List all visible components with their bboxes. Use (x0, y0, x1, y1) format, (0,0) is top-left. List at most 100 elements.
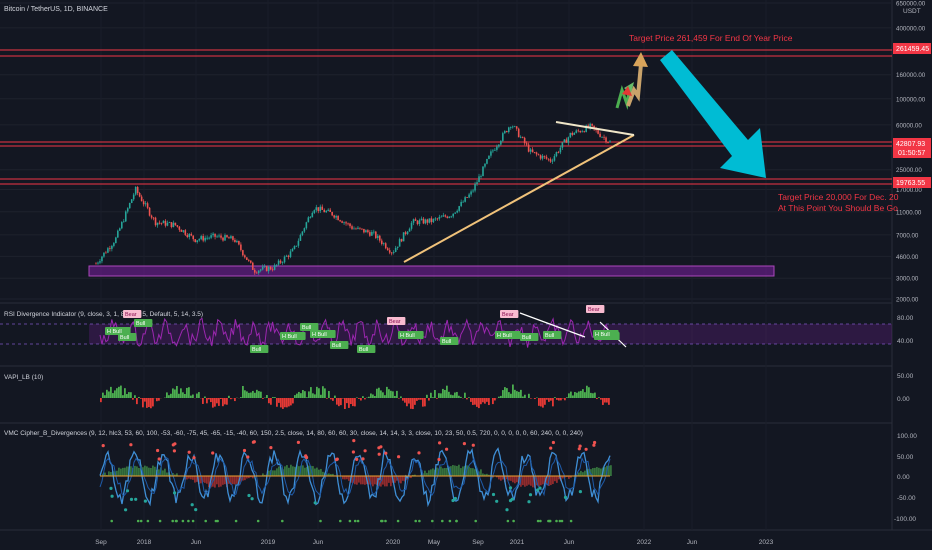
vapi-bar (408, 398, 410, 404)
vapi-bar (498, 396, 500, 398)
price-tick: 60000.00 (896, 122, 922, 129)
bull-label (118, 333, 137, 341)
candle-body (122, 221, 125, 223)
sell-dot (549, 446, 553, 450)
money-flow-bar (516, 476, 518, 483)
sell-dot (296, 440, 300, 444)
sell-dot (397, 455, 401, 459)
buy-dot (173, 491, 177, 495)
candle-body (402, 232, 405, 242)
candle-body (426, 219, 429, 223)
candle-body (446, 216, 449, 218)
vapi-bar (322, 386, 324, 398)
candle-body (436, 218, 439, 220)
signal-dot (539, 519, 542, 523)
candle-body (136, 187, 139, 194)
candle-body (384, 243, 387, 249)
sell-dot (593, 440, 597, 445)
signal-dot (191, 519, 195, 523)
price-tick: 160000.00 (896, 72, 926, 79)
signal-dot (558, 519, 562, 523)
candle-body (261, 266, 264, 270)
vapi-bar (442, 388, 444, 398)
candle-body (511, 126, 514, 128)
candle-body (442, 215, 445, 217)
candle-body (400, 239, 403, 242)
vapi-bar (538, 398, 540, 406)
candle-body (529, 149, 532, 152)
vapi-bar (320, 394, 322, 398)
symbol-title[interactable]: Bitcoin / TetherUS, 1D, BINANCE (4, 6, 108, 13)
buy-dot (508, 486, 513, 490)
candle-body (434, 218, 437, 220)
money-flow-bar (196, 476, 198, 482)
money-flow-bar (236, 476, 238, 484)
sell-dot (173, 442, 177, 446)
candle-body (563, 139, 566, 143)
candle-body (549, 159, 552, 162)
vapi-bar (136, 398, 138, 405)
money-flow-bar (158, 469, 160, 476)
vapi-bar (582, 389, 584, 398)
candle-body (392, 251, 395, 253)
vapi-bar (396, 390, 398, 398)
vapi-bar (260, 391, 262, 398)
money-flow-bar (240, 476, 242, 482)
money-flow-bar (442, 468, 444, 476)
candle-body (533, 152, 536, 153)
divergence-label-text: H Bull (107, 329, 122, 335)
candle-body (351, 226, 353, 229)
cyan-arrow-icon (660, 50, 766, 178)
money-flow-bar (126, 466, 128, 476)
money-flow-bar (582, 472, 584, 476)
money-flow-bar (114, 471, 116, 476)
candle-body (506, 131, 508, 133)
vapi-bar (246, 391, 248, 398)
vapi-bar (586, 385, 588, 398)
candle-body (144, 203, 147, 205)
money-flow-bar (364, 476, 366, 485)
divergence-label-text: Bull (442, 339, 451, 345)
candle-body (535, 152, 538, 155)
vapi-bar (130, 392, 132, 398)
candle-body (527, 144, 530, 152)
candle-body (464, 197, 466, 202)
money-flow-bar (594, 467, 596, 476)
vapi-bar (388, 389, 390, 398)
bull-label (300, 323, 319, 331)
vapi-bar (434, 390, 436, 398)
buy-dot (194, 508, 198, 512)
vapi-pane-title[interactable]: VAPI_LB (10) (4, 374, 43, 381)
signal-dot (455, 519, 458, 523)
rsi-pane-title[interactable]: RSI Divergence Indicator (9, close, 3, 1… (4, 311, 203, 318)
signal-dot (536, 519, 540, 523)
candle-body (382, 243, 385, 245)
vapi-bar (346, 398, 348, 404)
money-flow-bar (388, 476, 390, 483)
vapi-bar (202, 398, 204, 404)
candle-body (281, 262, 284, 264)
candle-body (482, 166, 484, 177)
signal-dot (474, 519, 478, 523)
candle-body (456, 210, 458, 213)
candle-body (408, 228, 411, 232)
vapi-bar (206, 398, 208, 404)
vapi-bar (326, 398, 328, 399)
price-tick: 17000.00 (896, 187, 922, 194)
time-axis[interactable]: Sep 2018 Jun 2019 Jun 2020 May Sep 2021 Jun 2022 Ju… (95, 539, 773, 546)
vmc-pane-title[interactable]: VMC Cipher_B_Divergences (9, 12, hlc3, 5… (4, 430, 583, 437)
bull-label (250, 345, 269, 353)
buy-dot (313, 501, 317, 505)
vapi-bar (552, 398, 554, 407)
money-flow-bar (522, 476, 524, 486)
vapi-bar (286, 398, 288, 408)
money-flow-bar (332, 473, 334, 476)
vapi-bar (100, 398, 102, 403)
candle-body (285, 255, 288, 257)
vapi-bar (510, 393, 512, 398)
vapi-bar (220, 398, 222, 400)
vapi-bar (150, 398, 152, 409)
money-flow-bar (446, 467, 448, 476)
vapi-bar (140, 398, 142, 399)
